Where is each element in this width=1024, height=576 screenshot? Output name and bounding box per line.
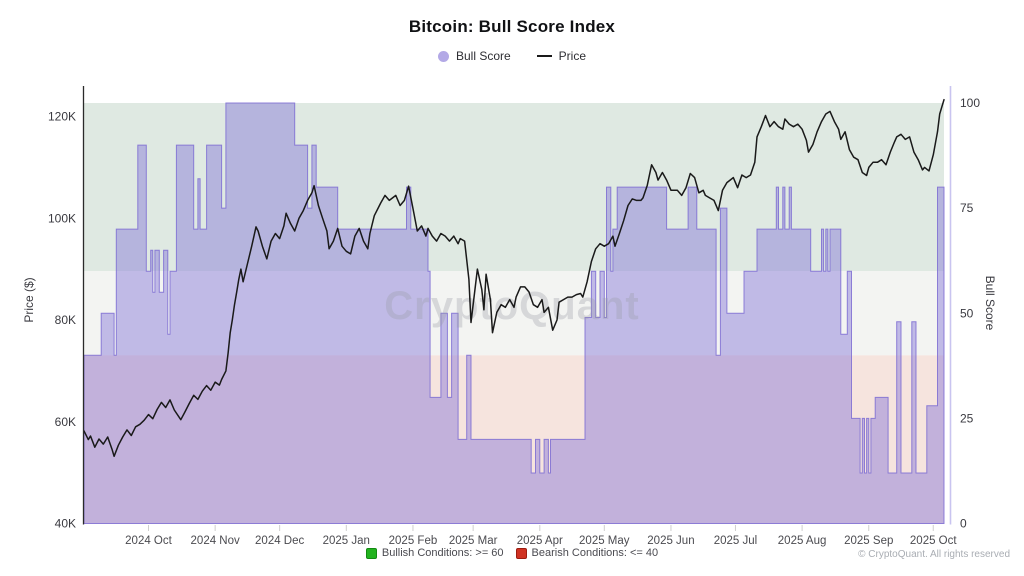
score-tick-label: 100	[960, 96, 980, 110]
bearish-condition-label: Bearish Conditions: <= 40	[531, 547, 659, 559]
watermark-text: CryptoQuant	[384, 284, 639, 328]
price-line	[83, 98, 945, 458]
price-tick-label: 120K	[48, 110, 76, 124]
month-tick-label: 2024 Oct	[125, 535, 172, 547]
price-tick-label: 60K	[55, 415, 76, 429]
price-tick-label: 40K	[55, 517, 76, 531]
bearish-condition: Bearish Conditions: <= 40	[515, 547, 659, 559]
conditions-legend: Bullish Conditions: >= 60 Bearish Condit…	[0, 547, 1024, 559]
chart-legend: Bull Score Price	[0, 49, 1024, 63]
copyright: © CryptoQuant. All rights reserved	[858, 549, 1010, 560]
legend-item-price[interactable]: Price	[536, 49, 587, 63]
price-axis-title: Price ($)	[22, 277, 36, 323]
bull-score-area	[83, 102, 945, 524]
price-line-icon	[536, 55, 552, 57]
month-tick-label: 2025 Mar	[449, 535, 498, 547]
price-tick-label: 80K	[55, 313, 76, 327]
month-tick-label: 2025 Aug	[778, 535, 827, 547]
score-tick-label: 75	[960, 201, 974, 215]
legend-item-bull-score[interactable]: Bull Score	[437, 49, 511, 63]
score-axis-title: Bull Score	[983, 275, 997, 331]
month-tick-label: 2025 Jan	[323, 535, 370, 547]
score-tick-label: 50	[960, 306, 974, 320]
month-tick-label: 2025 Sep	[844, 535, 893, 547]
condition-band-0	[84, 103, 944, 272]
legend-label-price: Price	[558, 49, 587, 63]
month-tick-label: 2025 Apr	[517, 535, 563, 547]
score-tick-label: 25	[960, 411, 974, 425]
bullish-swatch-icon	[365, 547, 377, 559]
month-tick-label: 2024 Dec	[255, 535, 304, 547]
month-tick-label: 2025 Oct	[910, 535, 957, 547]
score-tick-label: 0	[960, 517, 967, 531]
month-tick-label: 2025 May	[579, 535, 630, 547]
chart-title: Bitcoin: Bull Score Index	[408, 17, 616, 36]
bullish-condition-label: Bullish Conditions: >= 60	[381, 547, 504, 559]
bearish-swatch-icon	[515, 547, 527, 559]
month-tick-label: 2025 Jun	[647, 535, 694, 547]
condition-band-1	[84, 271, 944, 356]
bull-score-dot-icon	[437, 50, 449, 62]
month-tick-label: 2025 Jul	[714, 535, 757, 547]
month-tick-label: 2025 Feb	[389, 535, 438, 547]
price-tick-label: 100K	[48, 211, 76, 225]
month-tick-label: 2024 Nov	[191, 535, 240, 547]
legend-label-bull-score: Bull Score	[455, 49, 511, 63]
bullish-condition: Bullish Conditions: >= 60	[365, 547, 504, 559]
